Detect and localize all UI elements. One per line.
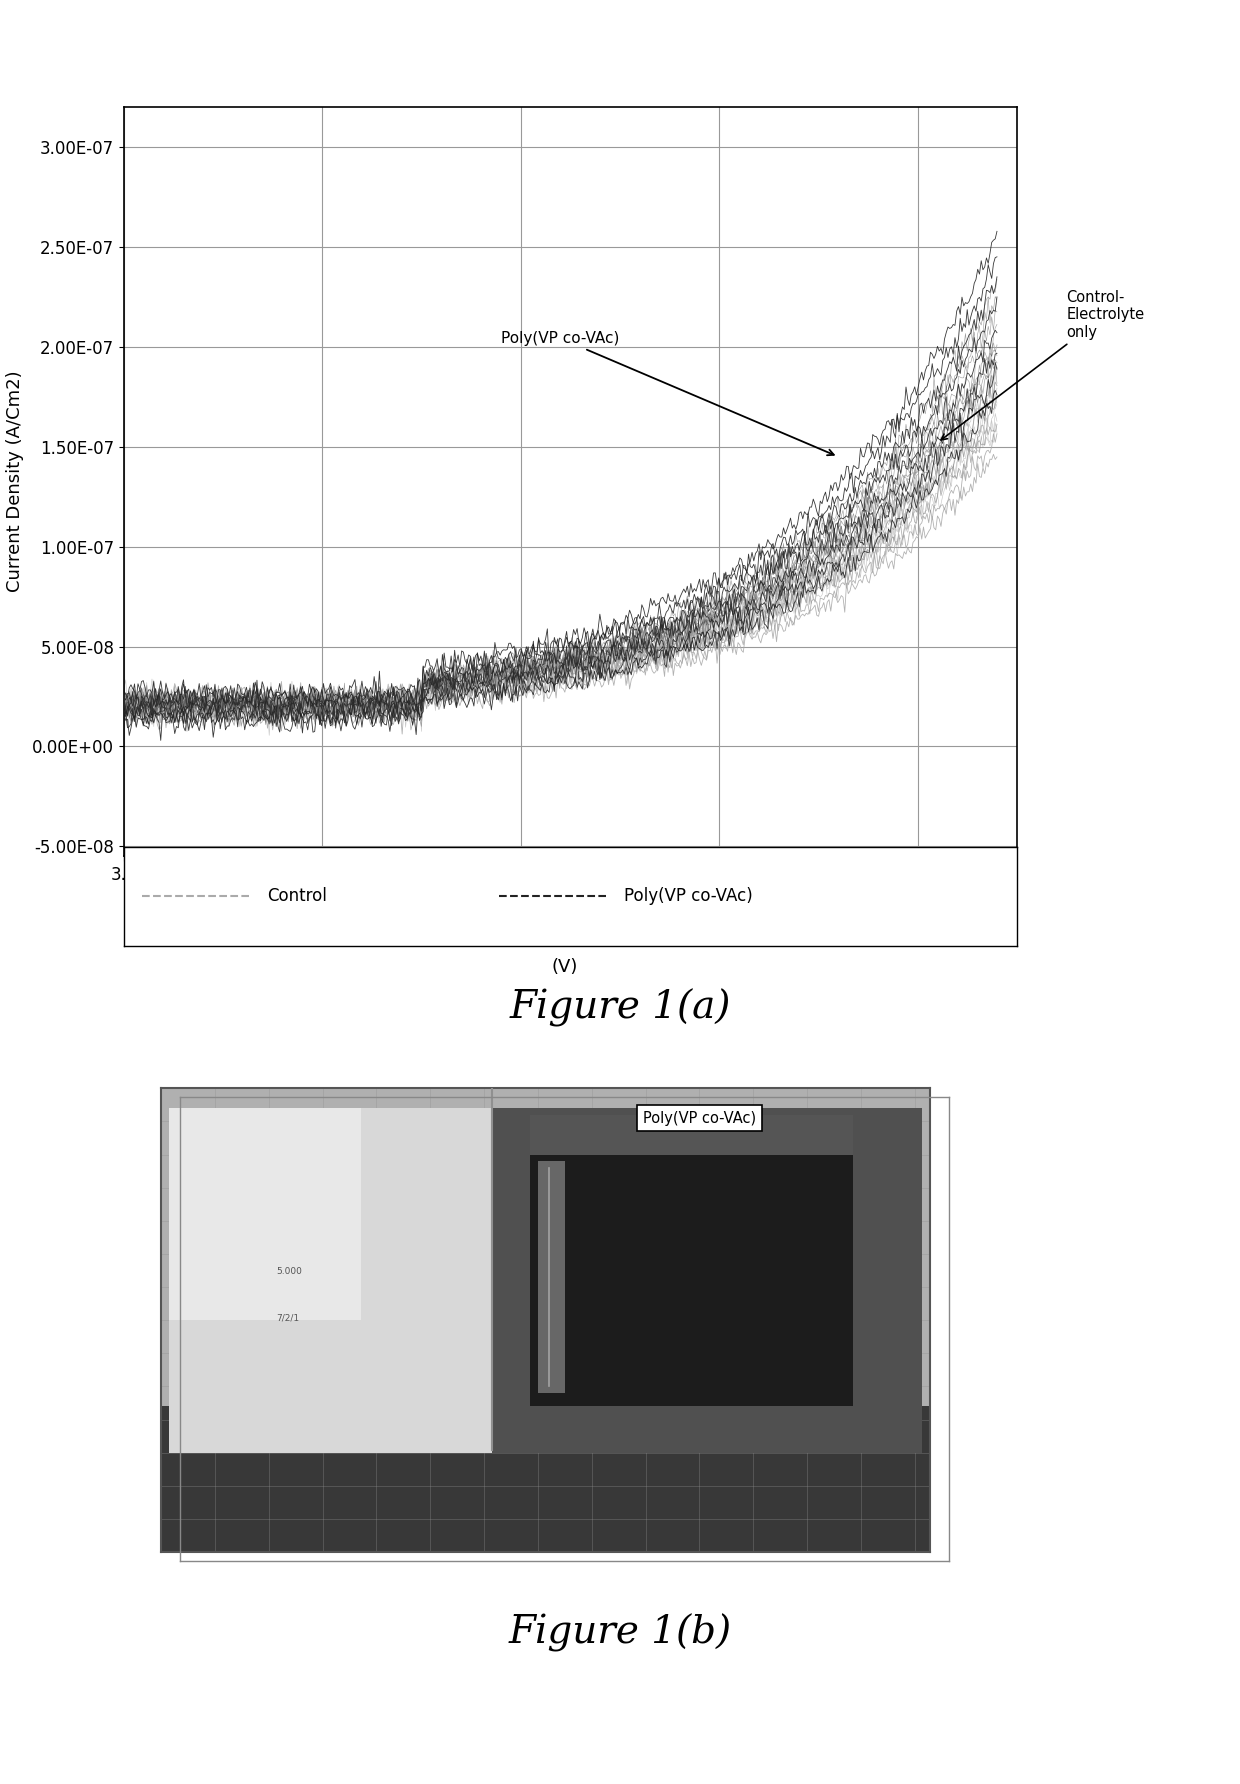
Bar: [161, 1406, 930, 1552]
Bar: [169, 1108, 361, 1320]
Bar: [531, 1142, 853, 1406]
Text: Poly(VP co-VAc): Poly(VP co-VAc): [624, 887, 753, 906]
Text: Poly(VP co-VAc): Poly(VP co-VAc): [501, 330, 833, 455]
Text: 7/2/1: 7/2/1: [277, 1313, 300, 1322]
Text: Poly(VP co-VAc): Poly(VP co-VAc): [642, 1111, 756, 1126]
Bar: [538, 1161, 565, 1393]
Text: Control: Control: [267, 887, 326, 906]
Bar: [531, 1115, 853, 1154]
Y-axis label: Current Density (A/Cm2): Current Density (A/Cm2): [6, 371, 24, 592]
Text: Figure 1(b): Figure 1(b): [508, 1613, 732, 1652]
Bar: [492, 1108, 923, 1452]
X-axis label: (V): (V): [557, 890, 584, 908]
Bar: [169, 1108, 492, 1452]
Text: Control-
Electrolyte
only: Control- Electrolyte only: [941, 291, 1145, 441]
Text: Figure 1(a): Figure 1(a): [510, 988, 730, 1028]
Text: (V): (V): [551, 958, 578, 976]
Text: 5.000: 5.000: [277, 1267, 303, 1276]
